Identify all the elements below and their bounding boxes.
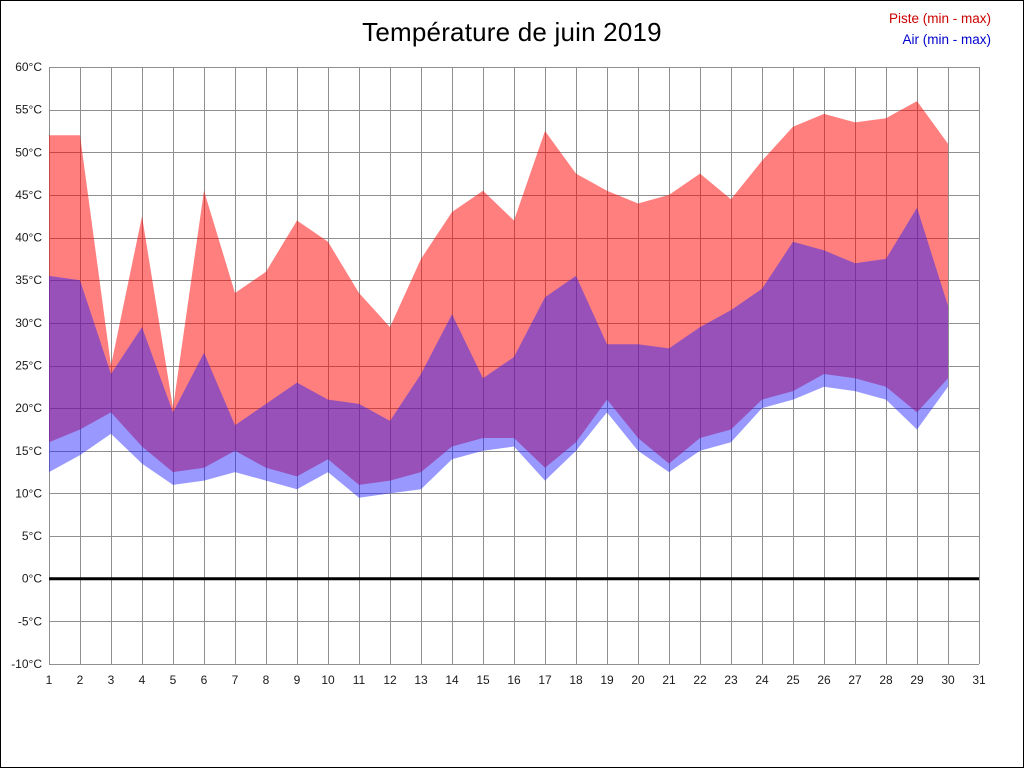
svg-text:15°C: 15°C xyxy=(15,444,42,458)
svg-text:16: 16 xyxy=(507,673,521,687)
svg-text:45°C: 45°C xyxy=(15,188,42,202)
chart-title: Température de juin 2019 xyxy=(362,17,662,47)
air-band xyxy=(49,207,948,498)
svg-text:9: 9 xyxy=(294,673,301,687)
svg-text:60°C: 60°C xyxy=(15,60,42,74)
svg-text:25: 25 xyxy=(786,673,800,687)
svg-text:2: 2 xyxy=(77,673,84,687)
svg-text:5: 5 xyxy=(170,673,177,687)
svg-text:30°C: 30°C xyxy=(15,316,42,330)
svg-text:18: 18 xyxy=(569,673,583,687)
svg-text:6: 6 xyxy=(201,673,208,687)
svg-text:8: 8 xyxy=(263,673,270,687)
svg-text:13: 13 xyxy=(414,673,428,687)
svg-text:10°C: 10°C xyxy=(15,486,42,500)
svg-text:14: 14 xyxy=(445,673,459,687)
svg-text:4: 4 xyxy=(139,673,146,687)
svg-text:40°C: 40°C xyxy=(15,231,42,245)
svg-text:19: 19 xyxy=(600,673,614,687)
x-axis-labels: 1 2 3 4 5 6 7 8 9 10 11 12 13 14 15 16 17 18 19 20 21 22 23 24 2… xyxy=(46,673,986,687)
legend-item-piste: Piste (min - max) xyxy=(888,11,991,26)
svg-text:55°C: 55°C xyxy=(15,103,42,117)
svg-text:24: 24 xyxy=(755,673,769,687)
svg-text:35°C: 35°C xyxy=(15,273,42,287)
svg-text:20: 20 xyxy=(631,673,645,687)
svg-text:23: 23 xyxy=(724,673,738,687)
svg-text:28: 28 xyxy=(879,673,893,687)
svg-text:10: 10 xyxy=(321,673,335,687)
svg-text:20°C: 20°C xyxy=(15,401,42,415)
svg-text:29: 29 xyxy=(910,673,924,687)
piste-band xyxy=(49,101,948,485)
svg-text:22: 22 xyxy=(693,673,707,687)
svg-text:-5°C: -5°C xyxy=(18,614,42,628)
svg-text:15: 15 xyxy=(476,673,490,687)
svg-text:25°C: 25°C xyxy=(15,359,42,373)
svg-text:26: 26 xyxy=(817,673,831,687)
y-axis-labels: 60°C 55°C 50°C 45°C 40°C 35°C 30°C 25°C 20°C 15°C… xyxy=(11,60,42,671)
svg-text:30: 30 xyxy=(941,673,955,687)
svg-text:17: 17 xyxy=(538,673,552,687)
svg-text:27: 27 xyxy=(848,673,862,687)
svg-text:21: 21 xyxy=(662,673,676,687)
svg-text:50°C: 50°C xyxy=(15,145,42,159)
legend-item-air: Air (min - max) xyxy=(902,32,992,47)
svg-text:0°C: 0°C xyxy=(22,572,42,586)
svg-text:3: 3 xyxy=(108,673,115,687)
svg-text:5°C: 5°C xyxy=(22,529,42,543)
svg-text:7: 7 xyxy=(232,673,239,687)
svg-text:1: 1 xyxy=(46,673,53,687)
svg-text:11: 11 xyxy=(353,673,366,687)
legend: Piste (min - max) Air (min - max) xyxy=(889,8,991,50)
svg-text:31: 31 xyxy=(972,673,986,687)
svg-text:-10°C: -10°C xyxy=(11,657,42,671)
svg-text:12: 12 xyxy=(383,673,397,687)
